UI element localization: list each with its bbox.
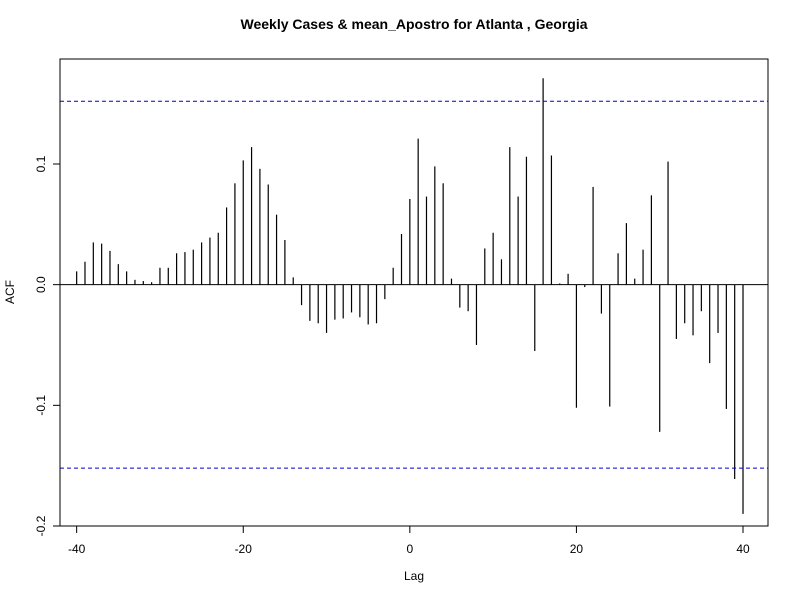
x-axis-label: Lag <box>403 569 425 583</box>
y-tick-label: -0.1 <box>34 395 48 416</box>
x-tick-label: -40 <box>68 542 86 556</box>
acf-bars <box>76 78 744 514</box>
y-tick-label: 0.1 <box>34 155 48 172</box>
plot-frame <box>59 58 769 527</box>
y-tick-label: -0.2 <box>34 515 48 536</box>
x-axis: -40 -20 0 20 40 <box>68 525 750 556</box>
x-tick-label: 0 <box>406 542 413 556</box>
x-tick-label: -20 <box>235 542 253 556</box>
y-axis: 0.1 0.0 -0.1 -0.2 <box>34 155 61 536</box>
y-tick-label: 0.0 <box>34 276 48 293</box>
x-tick-label: 40 <box>736 542 750 556</box>
x-tick-label: 20 <box>570 542 584 556</box>
chart-title: Weekly Cases & mean_Apostro for Atlanta … <box>240 16 588 32</box>
